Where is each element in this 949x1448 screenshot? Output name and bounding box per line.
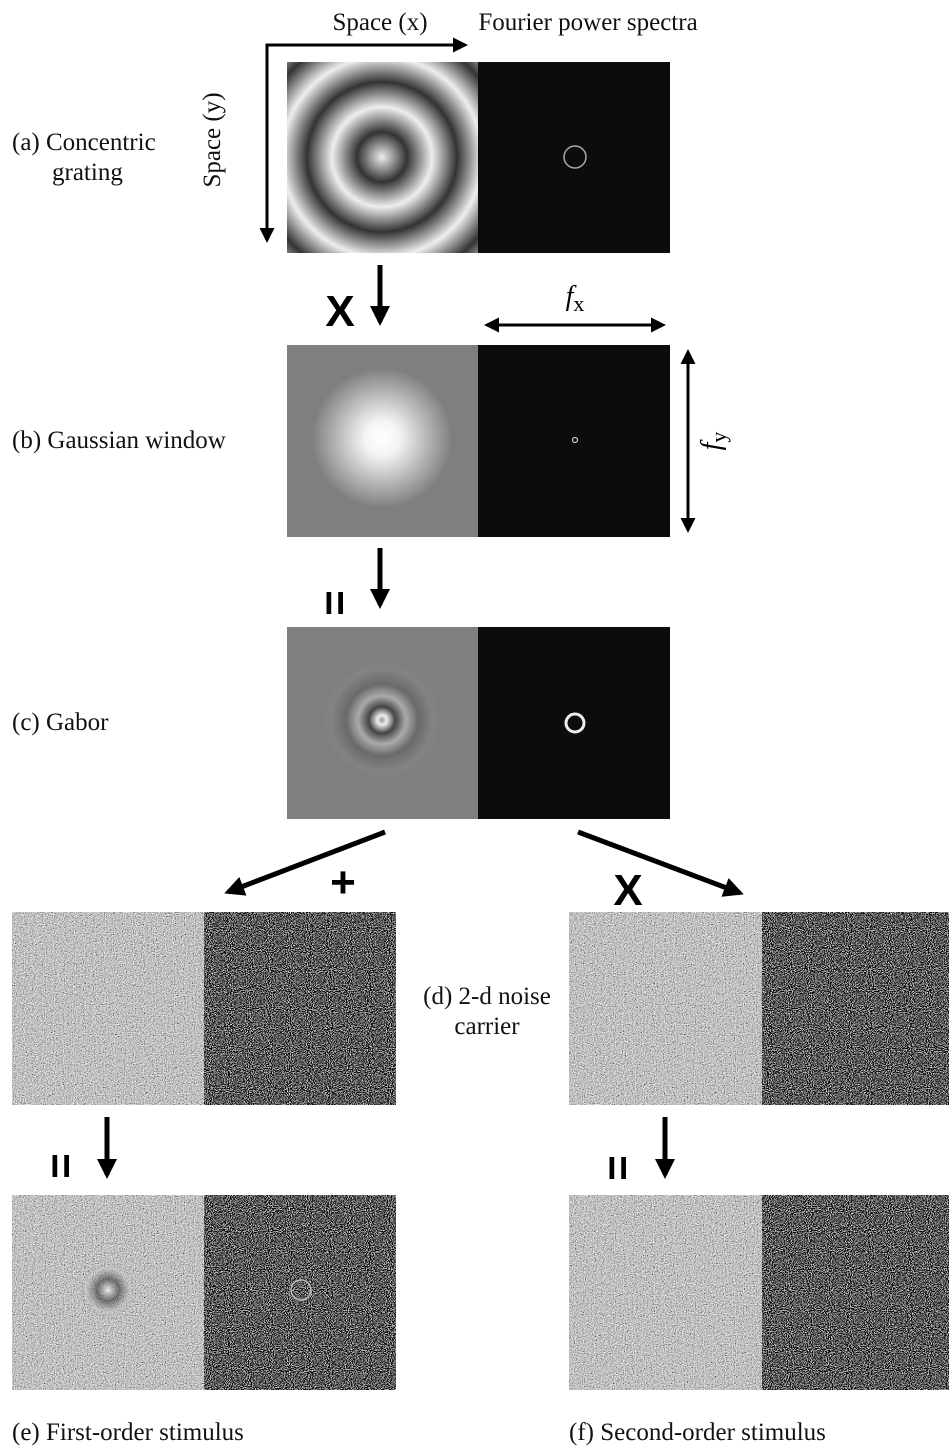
arrow [228, 832, 385, 892]
operator: + [330, 858, 356, 907]
second-order-stimulus [569, 1195, 762, 1390]
panel-c-label: (c) Gabor [12, 709, 109, 736]
second-order-spectrum [762, 1195, 949, 1390]
spectrum-b [478, 345, 670, 537]
first-order-spectrum [204, 1195, 396, 1390]
spectrum-c [478, 627, 670, 819]
panel-e-label: (e) First-order stimulus [12, 1419, 244, 1446]
noise-carrier [569, 912, 762, 1105]
space-x-label: Space (x) [332, 9, 427, 36]
noise-spectrum [762, 912, 949, 1105]
fy-label: fy [696, 432, 731, 451]
embedded-gabor [80, 1262, 136, 1318]
operator: X [325, 287, 354, 336]
panel-b-label: (b) Gaussian window [12, 427, 226, 454]
gabor [287, 627, 478, 819]
noise-spectrum [204, 912, 396, 1105]
gaussian-window [287, 345, 478, 537]
operator: X [613, 866, 642, 915]
noise-carrier [12, 912, 204, 1105]
figure: Space (x) Fourier power spectra Space (y… [0, 0, 949, 1448]
panel-f-label: (f) Second-order stimulus [569, 1419, 826, 1446]
arrow [578, 832, 740, 893]
operator: = [36, 1153, 85, 1179]
operator: = [310, 590, 359, 616]
space-y-label: Space (y) [199, 92, 226, 187]
operator: = [593, 1155, 642, 1181]
fourier-label: Fourier power spectra [478, 9, 697, 36]
fx-label: fx [566, 281, 585, 316]
spectrum-a [478, 62, 670, 253]
concentric-grating [287, 62, 478, 253]
